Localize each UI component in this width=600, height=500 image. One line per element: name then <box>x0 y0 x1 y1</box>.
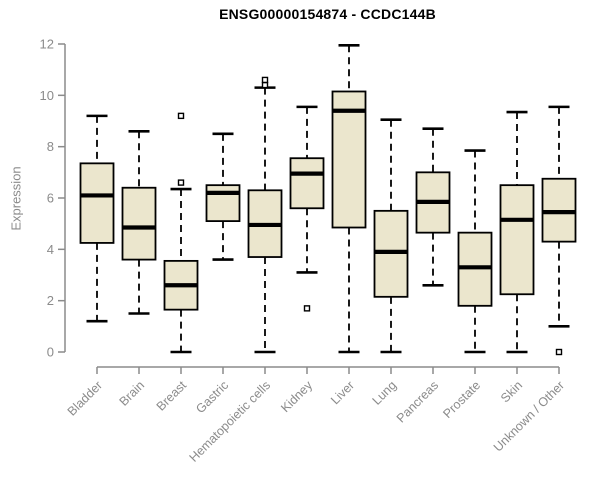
boxplot-group-breast <box>163 112 199 354</box>
iqr-box <box>499 184 535 296</box>
boxplot-group-brain <box>121 129 157 315</box>
y-tick-label: 6 <box>47 191 54 206</box>
iqr-box <box>331 90 367 229</box>
y-tick-label: 4 <box>47 242 54 257</box>
outlier-point <box>555 348 563 356</box>
x-category-label-gastric: Gastric <box>193 378 231 416</box>
x-category-label-bladder: Bladder <box>65 378 105 418</box>
x-category-label-pancreas: Pancreas <box>394 378 441 425</box>
boxplot-group-skin <box>499 110 535 354</box>
y-tick-label: 10 <box>40 88 54 103</box>
outlier-point <box>177 112 185 120</box>
x-category-label-prostate: Prostate <box>440 378 483 421</box>
boxplot-group-gastric <box>205 132 241 261</box>
iqr-box <box>79 162 115 244</box>
boxplot-group-unknown-other <box>541 105 577 356</box>
iqr-box <box>121 186 157 261</box>
iqr-box <box>289 157 325 210</box>
y-tick-label: 2 <box>47 293 54 308</box>
y-tick-label: 12 <box>40 37 54 52</box>
outlier-point <box>177 179 185 186</box>
boxplot-group-bladder <box>79 114 115 323</box>
boxplot-group-kidney <box>289 105 325 312</box>
boxplot-group-liver <box>331 43 367 354</box>
x-category-label-brain: Brain <box>117 378 148 409</box>
boxplot-group-lung <box>373 118 409 354</box>
x-category-label-skin: Skin <box>498 378 525 405</box>
iqr-box <box>205 184 241 223</box>
x-category-label-breast: Breast <box>154 378 190 414</box>
boxplot-group-pancreas <box>415 127 451 287</box>
boxplot-group-hematopoietic-cells <box>247 76 283 354</box>
boxplot-group-prostate <box>457 149 493 354</box>
outlier-point <box>261 76 269 84</box>
outlier-point <box>303 305 311 312</box>
outlier-point <box>261 81 269 89</box>
x-category-label-liver: Liver <box>328 378 357 407</box>
y-tick-label: 8 <box>47 139 54 154</box>
x-category-label-kidney: Kidney <box>278 378 315 415</box>
x-category-label-lung: Lung <box>370 378 400 408</box>
x-category-label-hematopoietic-cells: Hematopoietic cells <box>187 378 274 465</box>
chart-title: ENSG00000154874 - CCDC144B <box>219 6 436 22</box>
x-category-label-unknown-other: Unknown / Other <box>491 378 567 454</box>
y-tick-label: 0 <box>47 345 54 360</box>
